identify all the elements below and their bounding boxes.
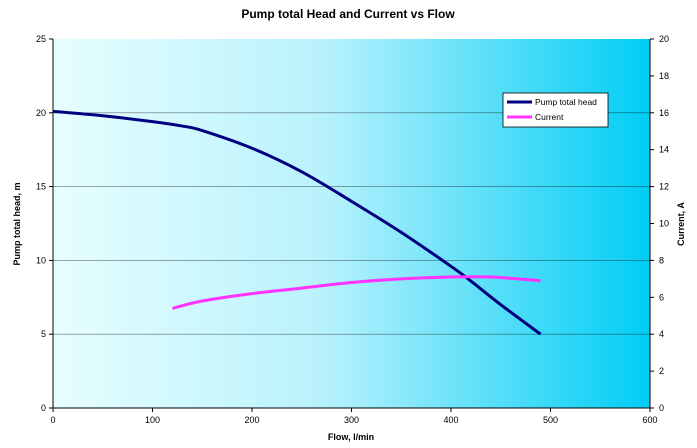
legend-label-current: Current xyxy=(535,112,564,122)
y-left-tick-label: 0 xyxy=(41,403,46,413)
x-tick-label: 600 xyxy=(642,415,657,425)
y-right-tick-label: 12 xyxy=(659,182,669,192)
y-right-tick-label: 14 xyxy=(659,145,669,155)
x-tick-label: 400 xyxy=(443,415,458,425)
legend: Pump total head Current xyxy=(503,93,608,127)
x-tick-label: 100 xyxy=(145,415,160,425)
y-right-axis-title: Current, A xyxy=(676,202,686,246)
y-right-tick-label: 6 xyxy=(659,292,664,302)
legend-label-head: Pump total head xyxy=(535,97,597,107)
y-left-axis-title: Pump total head, m xyxy=(12,182,22,265)
y-left-tick-label: 20 xyxy=(36,108,46,118)
y-right-tick-label: 0 xyxy=(659,403,664,413)
x-tick-label: 500 xyxy=(543,415,558,425)
x-axis-title: Flow, l/min xyxy=(328,432,374,442)
y-left-tick-label: 10 xyxy=(36,255,46,265)
y-left-axis-ticks: 0 5 10 15 20 25 xyxy=(36,34,53,413)
y-left-tick-label: 15 xyxy=(36,182,46,192)
y-right-tick-label: 2 xyxy=(659,366,664,376)
x-axis-ticks: 0 100 200 300 400 500 600 xyxy=(50,408,657,425)
y-right-axis-ticks: 0 2 4 6 8 10 12 14 16 18 20 xyxy=(650,34,669,413)
y-left-tick-label: 25 xyxy=(36,34,46,44)
chart-title: Pump total Head and Current vs Flow xyxy=(241,7,455,21)
y-right-tick-label: 20 xyxy=(659,34,669,44)
y-right-tick-label: 16 xyxy=(659,108,669,118)
y-left-tick-label: 5 xyxy=(41,329,46,339)
x-tick-label: 200 xyxy=(244,415,259,425)
y-right-tick-label: 18 xyxy=(659,71,669,81)
x-tick-label: 0 xyxy=(50,415,55,425)
y-right-tick-label: 10 xyxy=(659,219,669,229)
x-tick-label: 300 xyxy=(344,415,359,425)
y-right-tick-label: 8 xyxy=(659,255,664,265)
y-right-tick-label: 4 xyxy=(659,329,664,339)
